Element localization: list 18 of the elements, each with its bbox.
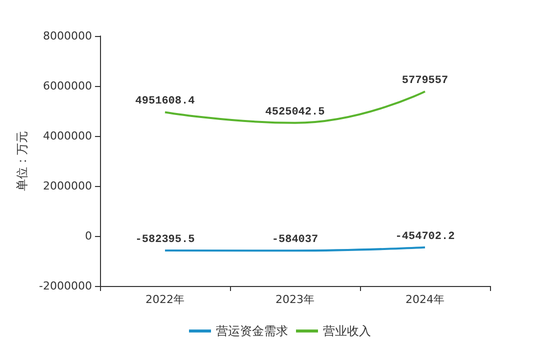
data-label: -582395.5 [135,234,196,246]
legend-label: 营运资金需求 [216,324,288,338]
y-tick-label: 6000000 [43,80,92,92]
y-tick-label: 4000000 [43,130,92,142]
data-label: 4951608.4 [135,96,196,108]
y-tick-label: -2000000 [39,280,92,292]
x-tick-label: 2023年 [276,293,314,306]
legend-label: 营业收入 [323,324,371,338]
x-tick-label: 2022年 [146,293,184,306]
data-label: -584037 [272,234,318,246]
y-axis-title: 单位：万元 [15,131,30,191]
data-label: -454702.2 [395,230,455,243]
y-tick-label: 2000000 [43,180,92,192]
data-label: 4525042.5 [265,106,326,118]
y-tick-label: 8000000 [43,30,92,42]
x-tick-label: 2024年 [406,293,444,306]
y-tick-label: 0 [85,230,92,242]
data-label: 5779557 [402,75,448,88]
